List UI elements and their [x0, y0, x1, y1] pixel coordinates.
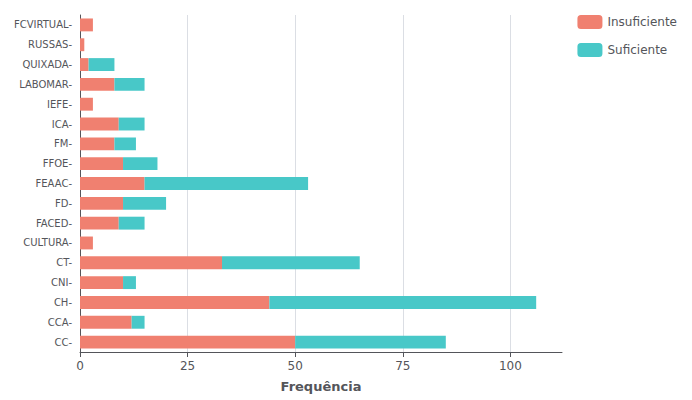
svg-text:FD-: FD- — [55, 198, 72, 209]
svg-text:75: 75 — [395, 359, 410, 373]
svg-text:CCA-: CCA- — [48, 317, 73, 328]
svg-text:QUIXADA-: QUIXADA- — [22, 59, 72, 70]
svg-text:LABOMAR-: LABOMAR- — [19, 79, 72, 90]
svg-text:FACED-: FACED- — [36, 218, 73, 229]
svg-text:100: 100 — [499, 359, 522, 373]
svg-text:50: 50 — [288, 359, 303, 373]
svg-text:RUSSAS-: RUSSAS- — [28, 39, 72, 50]
svg-text:25: 25 — [180, 359, 195, 373]
svg-text:0: 0 — [76, 359, 84, 373]
svg-text:FCVIRTUAL-: FCVIRTUAL- — [14, 19, 72, 30]
svg-text:CC-: CC- — [54, 337, 72, 348]
svg-text:FFOE-: FFOE- — [43, 158, 73, 169]
svg-text:FM-: FM- — [54, 138, 72, 149]
svg-text:CH-: CH- — [54, 297, 73, 308]
svg-text:IEFE-: IEFE- — [47, 99, 72, 110]
svg-text:FEAAC-: FEAAC- — [36, 178, 73, 189]
svg-text:Insuficiente: Insuficiente — [607, 15, 677, 29]
svg-text:CT-: CT- — [56, 257, 72, 268]
svg-text:CNI-: CNI- — [51, 277, 72, 288]
svg-text:CULTURA-: CULTURA- — [23, 237, 72, 248]
svg-text:ICA-: ICA- — [52, 119, 73, 130]
svg-text:Suficiente: Suficiente — [607, 43, 667, 57]
svg-text:Frequência: Frequência — [281, 379, 362, 394]
